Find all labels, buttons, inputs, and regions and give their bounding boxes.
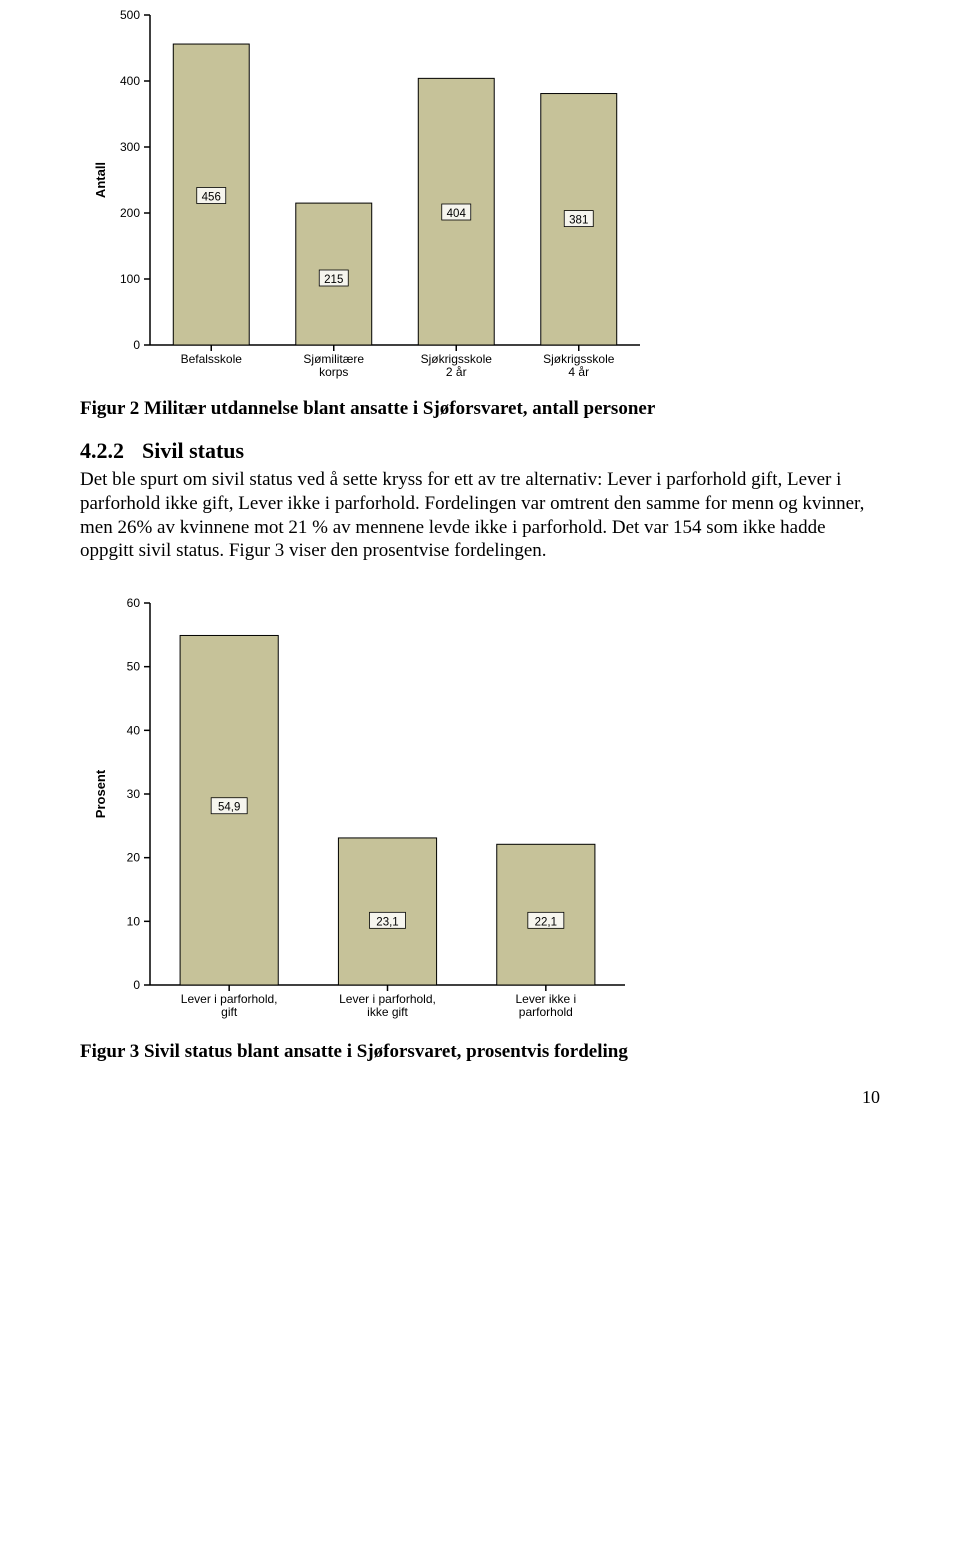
- svg-text:Lever ikke i: Lever ikke i: [515, 992, 576, 1006]
- svg-text:Sjømilitære: Sjømilitære: [303, 352, 364, 366]
- svg-text:0: 0: [133, 338, 140, 352]
- svg-text:400: 400: [120, 74, 140, 88]
- section-heading: 4.2.2 Sivil status: [80, 438, 880, 464]
- section-number: 4.2.2: [80, 438, 124, 463]
- section-title: Sivil status: [142, 438, 244, 463]
- svg-text:korps: korps: [319, 365, 348, 379]
- svg-text:22,1: 22,1: [535, 916, 557, 928]
- svg-text:500: 500: [120, 10, 140, 22]
- svg-text:20: 20: [127, 851, 141, 865]
- chart-1: 0 100 200 300 400 500 Antall Befalsskole 456 Sjøm…: [80, 10, 660, 390]
- svg-text:ikke gift: ikke gift: [367, 1005, 408, 1019]
- svg-text:4 år: 4 år: [568, 365, 589, 379]
- svg-text:300: 300: [120, 140, 140, 154]
- page-number: 10: [80, 1087, 880, 1108]
- svg-text:100: 100: [120, 272, 140, 286]
- svg-text:54,9: 54,9: [218, 802, 240, 814]
- svg-text:Antall: Antall: [93, 162, 108, 198]
- svg-text:60: 60: [127, 596, 141, 610]
- svg-text:gift: gift: [221, 1005, 238, 1019]
- svg-text:50: 50: [127, 660, 141, 674]
- svg-text:404: 404: [447, 208, 467, 220]
- svg-text:200: 200: [120, 206, 140, 220]
- svg-text:parforhold: parforhold: [519, 1005, 573, 1019]
- svg-text:2 år: 2 år: [446, 365, 467, 379]
- svg-text:Prosent: Prosent: [93, 769, 108, 818]
- svg-text:Lever i parforhold,: Lever i parforhold,: [339, 992, 436, 1006]
- figure-2-caption: Figur 2 Militær utdannelse blant ansatte…: [80, 398, 880, 420]
- svg-text:Lever i parforhold,: Lever i parforhold,: [181, 992, 278, 1006]
- svg-text:Sjøkrigsskole: Sjøkrigsskole: [421, 352, 493, 366]
- svg-text:40: 40: [127, 723, 141, 737]
- page-container: 0100200300400500AntallBefalsskole456Sjøm…: [0, 0, 960, 1138]
- svg-text:215: 215: [324, 274, 343, 286]
- figure-3-caption: Figur 3 Sivil status blant ansatte i Sjø…: [80, 1041, 880, 1063]
- svg-text:381: 381: [569, 215, 588, 227]
- svg-text:23,1: 23,1: [376, 916, 398, 928]
- svg-text:10: 10: [127, 914, 141, 928]
- svg-text:0: 0: [133, 978, 140, 992]
- chart-2: 0102030405060ProsentLever i parforhold,g…: [80, 593, 660, 1033]
- body-paragraph: Det ble spurt om sivil status ved å sett…: [80, 468, 880, 563]
- svg-text:Befalsskole: Befalsskole: [181, 352, 243, 366]
- chart-1-svg: 0 100 200 300 400 500 Antall Befalsskole 456 Sjøm…: [80, 10, 660, 390]
- svg-text:Sjøkrigsskole: Sjøkrigsskole: [543, 352, 615, 366]
- svg-text:30: 30: [127, 787, 141, 801]
- svg-text:456: 456: [202, 192, 221, 204]
- chart-2-svg: 0102030405060ProsentLever i parforhold,g…: [80, 593, 650, 1033]
